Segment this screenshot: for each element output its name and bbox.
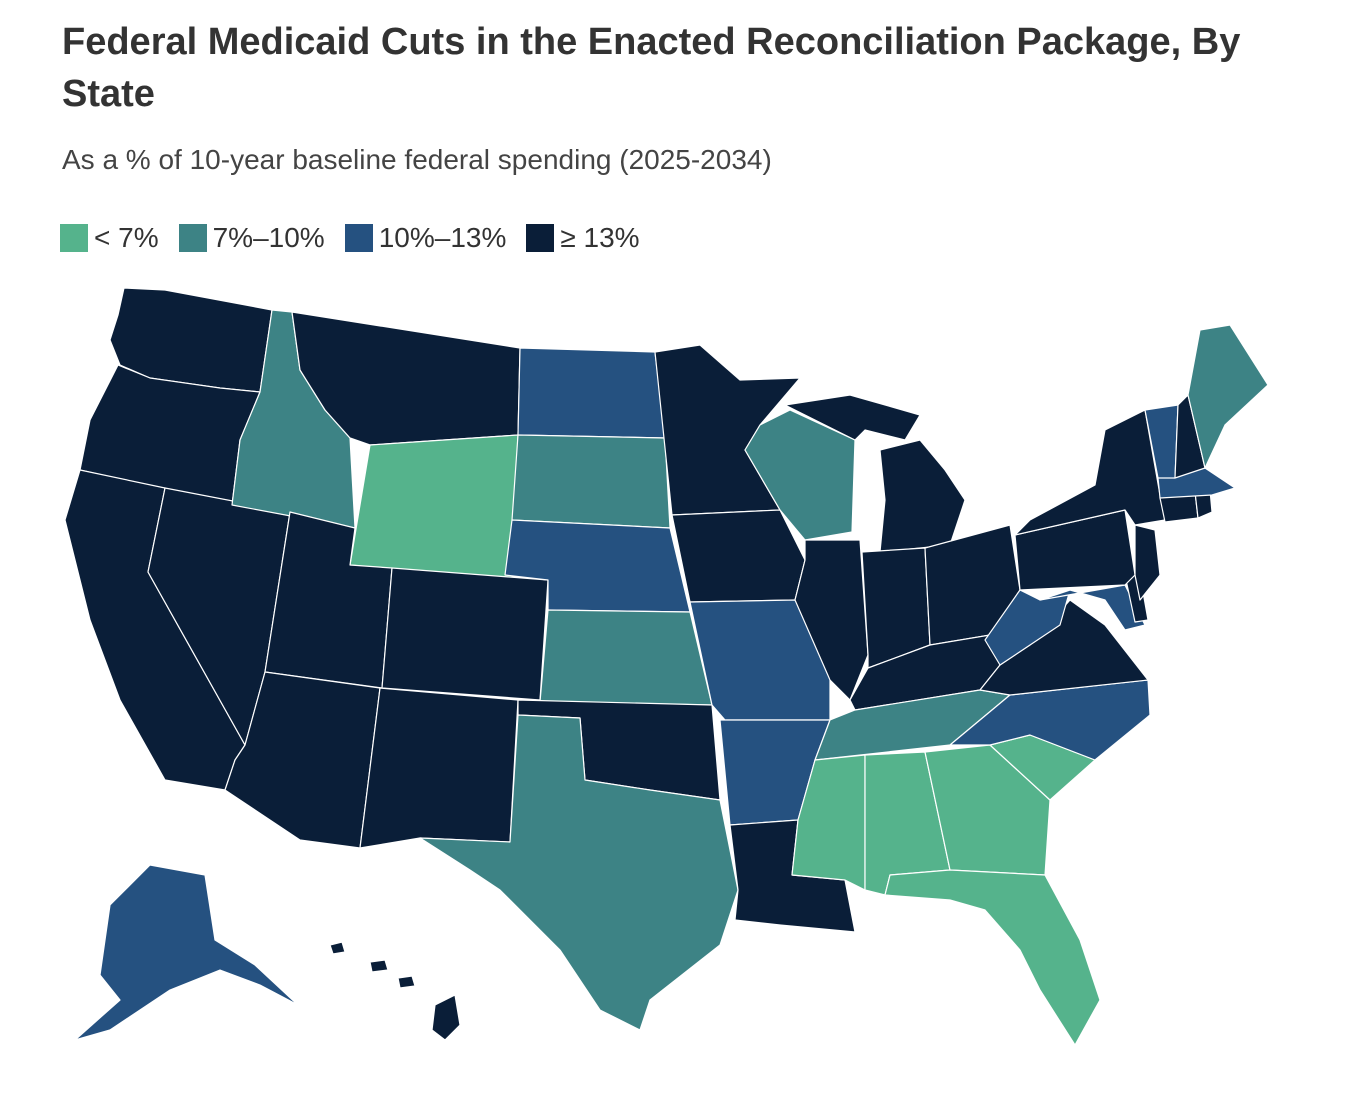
state-mi[interactable] [784,394,966,553]
state-tx[interactable] [419,714,739,1031]
state-me[interactable] [1187,324,1269,469]
legend-item-gte13: ≥ 13% [526,222,640,254]
state-ga[interactable] [924,744,1051,876]
legend: < 7% 7%–10% 10%–13% ≥ 13% [60,220,640,256]
legend-item-7-10: 7%–10% [178,222,325,254]
state-ny[interactable] [1014,409,1166,536]
legend-label-7-10: 7%–10% [212,222,325,253]
legend-swatch-7-10 [178,224,207,252]
legend-item-lt7: < 7% [60,222,159,254]
legend-item-10-13: 10%–13% [344,222,507,254]
legend-label-lt7: < 7% [94,222,159,253]
chart-subtitle: As a % of 10-year baseline federal spend… [62,144,772,175]
legend-label-gte13: ≥ 13% [560,222,640,253]
state-ia[interactable] [671,509,806,603]
state-il[interactable] [794,539,869,701]
legend-swatch-gte13 [526,224,555,252]
chart-title: Federal Medicaid Cuts in the Enacted Rec… [62,21,1241,115]
state-wi[interactable] [744,409,856,541]
state-ak[interactable] [74,864,299,1041]
state-nj[interactable] [1134,524,1161,601]
legend-swatch-10-13 [344,224,373,252]
legend-label-10-13: 10%–13% [378,222,507,253]
state-fl[interactable] [884,869,1101,1046]
state-sd[interactable] [511,434,671,529]
state-hi[interactable] [329,941,461,1041]
state-ks[interactable] [539,609,713,706]
state-wv[interactable] [984,589,1071,666]
us-map [64,287,1269,1046]
state-nm[interactable] [359,687,519,849]
state-co[interactable] [381,567,549,701]
state-nd[interactable] [517,347,666,439]
state-wy[interactable] [349,434,519,581]
legend-swatch-lt7 [60,224,88,252]
